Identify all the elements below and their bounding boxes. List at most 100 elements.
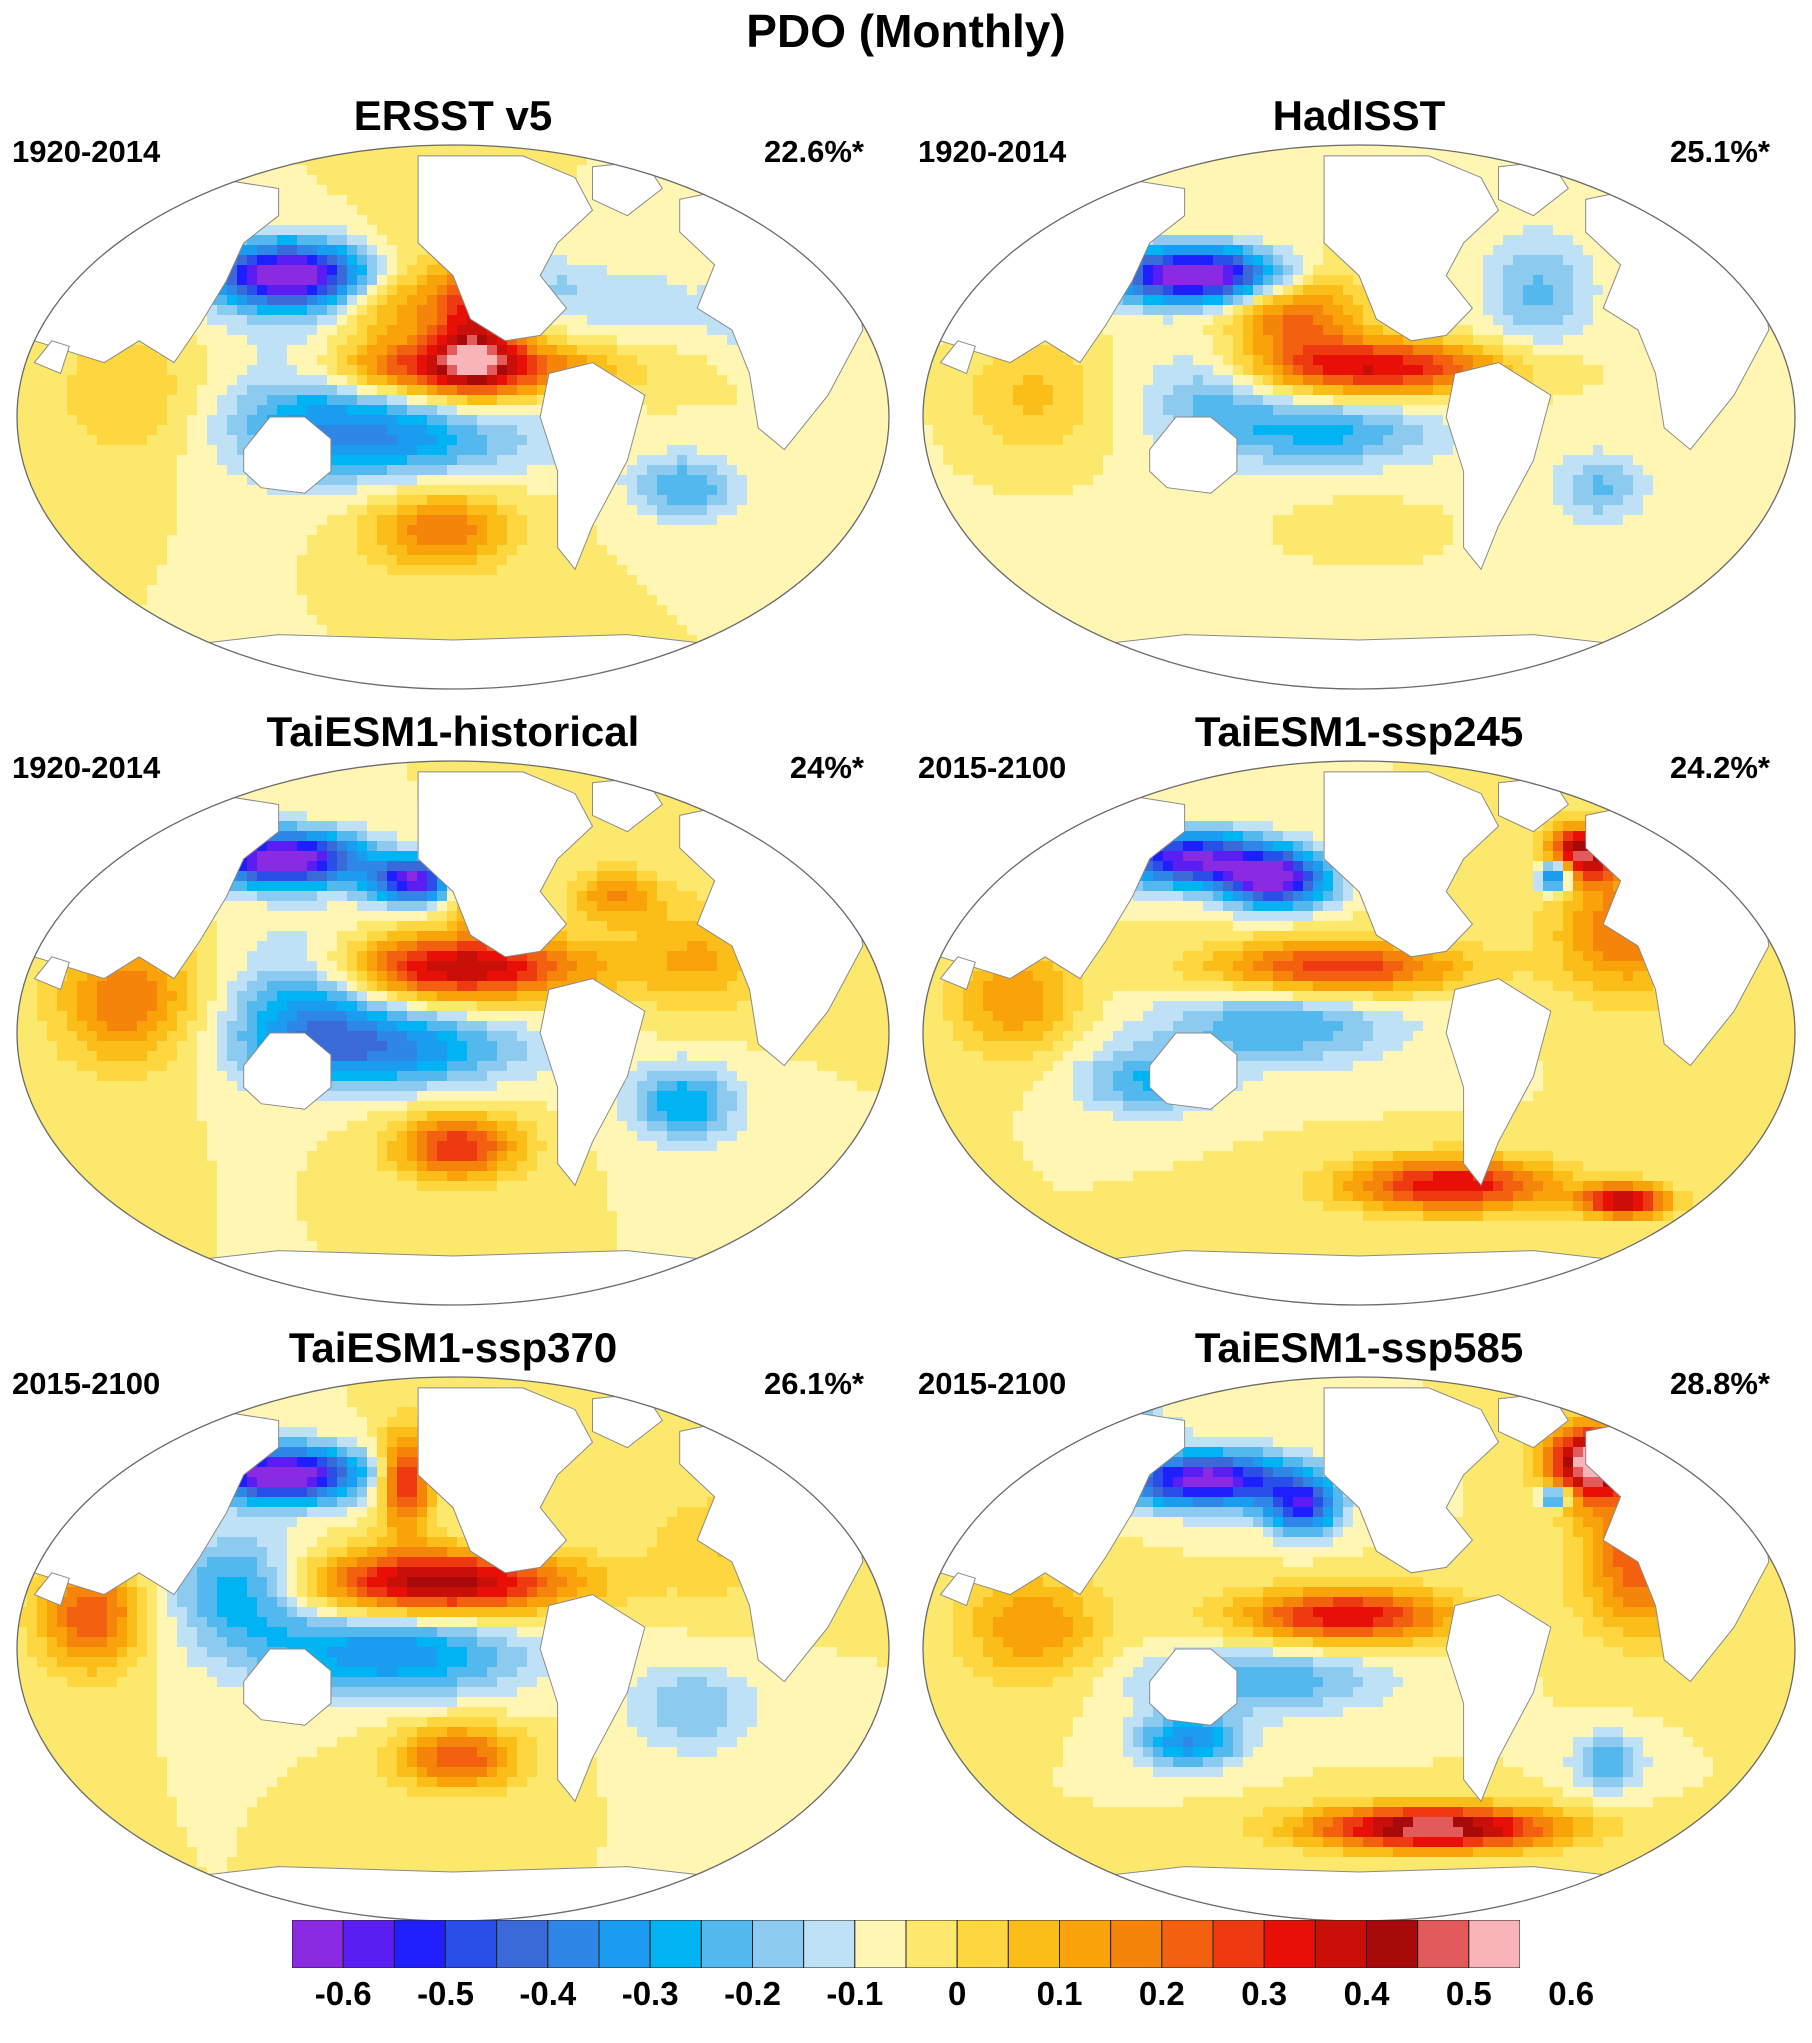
colorbar-tick-label: 0 bbox=[948, 1975, 966, 2013]
period-label: 1920-2014 bbox=[918, 134, 1066, 170]
map-outline bbox=[16, 760, 890, 1306]
colorbar-swatch bbox=[905, 1920, 958, 1968]
panel-title: TaiESM1-historical bbox=[0, 708, 906, 756]
panel-title: TaiESM1-ssp585 bbox=[906, 1324, 1812, 1372]
colorbar-swatch bbox=[956, 1920, 1009, 1968]
colorbar-tick-label: -0.3 bbox=[622, 1975, 679, 2013]
colorbar-tick-label: -0.6 bbox=[315, 1975, 372, 2013]
map-outline bbox=[16, 144, 890, 690]
map-outline bbox=[922, 760, 1796, 1306]
colorbar-swatch bbox=[292, 1920, 344, 1968]
period-label: 2015-2100 bbox=[12, 1366, 160, 1402]
variance-label: 24.2%* bbox=[1670, 750, 1770, 786]
colorbar-swatch bbox=[1212, 1920, 1265, 1968]
variance-label: 25.1%* bbox=[1670, 134, 1770, 170]
colorbar-tick-label: 0.5 bbox=[1446, 1975, 1492, 2013]
australia-land bbox=[1149, 1648, 1238, 1726]
colorbar-tick-label: 0.3 bbox=[1241, 1975, 1287, 2013]
colorbar-tick-label: 0.2 bbox=[1139, 1975, 1185, 2013]
north-america-land bbox=[417, 1387, 594, 1574]
south-america-land bbox=[539, 978, 646, 1187]
panel-taiesm1-ssp370: TaiESM1-ssp370 2015-2100 26.1%* bbox=[0, 1324, 906, 1944]
colorbar-swatch bbox=[1314, 1920, 1367, 1968]
south-america-land bbox=[539, 1594, 646, 1803]
colorbar-swatch bbox=[547, 1920, 600, 1968]
variance-label: 24%* bbox=[790, 750, 864, 786]
panel-taiesm1-ssp245: TaiESM1-ssp245 2015-2100 24.2%* bbox=[906, 708, 1812, 1328]
colorbar-swatch bbox=[598, 1920, 651, 1968]
colorbar-swatch bbox=[803, 1920, 856, 1968]
colorbar-tick-label: -0.5 bbox=[417, 1975, 474, 2013]
colorbar-swatch bbox=[752, 1920, 805, 1968]
variance-label: 28.8%* bbox=[1670, 1366, 1770, 1402]
antarctica-land bbox=[86, 1250, 820, 1305]
colorbar bbox=[292, 1920, 1520, 1968]
australia-land bbox=[1149, 1032, 1238, 1110]
period-label: 1920-2014 bbox=[12, 134, 160, 170]
colorbar-tick-label: 0.4 bbox=[1344, 1975, 1390, 2013]
sst-map bbox=[16, 144, 890, 690]
africa-land bbox=[33, 1572, 70, 1607]
south-america-land bbox=[1445, 1594, 1552, 1803]
colorbar-swatch bbox=[342, 1920, 395, 1968]
colorbar-swatch bbox=[393, 1920, 447, 1968]
australia-land bbox=[243, 416, 332, 494]
africa-land bbox=[939, 340, 976, 375]
colorbar-tick-label: -0.4 bbox=[519, 1975, 576, 2013]
north-america-land bbox=[417, 771, 594, 958]
antarctica-land bbox=[86, 1866, 820, 1921]
north-america-land bbox=[1323, 771, 1500, 958]
colorbar-tick-label: -0.1 bbox=[826, 1975, 883, 2013]
south-america-land bbox=[1445, 978, 1552, 1187]
africa-land bbox=[939, 1572, 976, 1607]
australia-land bbox=[243, 1032, 332, 1110]
colorbar-swatch bbox=[649, 1920, 702, 1968]
south-america-land bbox=[539, 362, 646, 571]
figure-title: PDO (Monthly) bbox=[0, 4, 1812, 58]
antarctica-land bbox=[86, 634, 820, 689]
sst-map bbox=[922, 1376, 1796, 1922]
colorbar-swatch bbox=[1366, 1920, 1419, 1968]
colorbar-swatch bbox=[1263, 1920, 1316, 1968]
antarctica-land bbox=[992, 1866, 1726, 1921]
period-label: 1920-2014 bbox=[12, 750, 160, 786]
panel-taiesm1-ssp585: TaiESM1-ssp585 2015-2100 28.8%* bbox=[906, 1324, 1812, 1944]
colorbar-swatch bbox=[700, 1920, 754, 1968]
colorbar-swatch bbox=[1059, 1920, 1112, 1968]
sst-map bbox=[922, 760, 1796, 1306]
antarctica-land bbox=[992, 634, 1726, 689]
africa-land bbox=[33, 340, 70, 375]
panel-ersst: ERSST v5 1920-2014 22.6%* bbox=[0, 92, 906, 712]
north-america-land bbox=[1323, 1387, 1500, 1574]
colorbar-labels: -0.6 -0.5 -0.4 -0.3 -0.2 -0.1 0 0.1 0.2 0.3 0.4 0.5… bbox=[0, 1975, 1812, 2025]
sst-map bbox=[922, 144, 1796, 690]
colorbar-swatch bbox=[445, 1920, 498, 1968]
variance-label: 22.6%* bbox=[764, 134, 864, 170]
australia-land bbox=[1149, 416, 1238, 494]
north-america-land bbox=[1323, 155, 1500, 342]
africa-land bbox=[33, 956, 70, 991]
colorbar-tick-label: 0.1 bbox=[1037, 1975, 1083, 2013]
colorbar-swatch bbox=[1161, 1920, 1214, 1968]
sst-map bbox=[16, 1376, 890, 1922]
colorbar-swatch bbox=[1468, 1920, 1520, 1968]
panel-title: ERSST v5 bbox=[0, 92, 906, 140]
panel-taiesm1-historical: TaiESM1-historical 1920-2014 24%* bbox=[0, 708, 906, 1328]
colorbar-tick-label: -0.2 bbox=[724, 1975, 781, 2013]
panel-title: HadISST bbox=[906, 92, 1812, 140]
south-america-land bbox=[1445, 362, 1552, 571]
australia-land bbox=[243, 1648, 332, 1726]
panel-hadisst: HadISST 1920-2014 25.1%* bbox=[906, 92, 1812, 712]
colorbar-swatch bbox=[1007, 1920, 1060, 1968]
panel-title: TaiESM1-ssp370 bbox=[0, 1324, 906, 1372]
period-label: 2015-2100 bbox=[918, 750, 1066, 786]
north-america-land bbox=[417, 155, 594, 342]
period-label: 2015-2100 bbox=[918, 1366, 1066, 1402]
colorbar-tick-label: 0.6 bbox=[1548, 1975, 1594, 2013]
colorbar-swatch bbox=[1110, 1920, 1163, 1968]
sst-map bbox=[16, 760, 890, 1306]
variance-label: 26.1%* bbox=[764, 1366, 864, 1402]
colorbar-swatch bbox=[854, 1920, 907, 1968]
colorbar-swatch bbox=[1417, 1920, 1470, 1968]
africa-land bbox=[939, 956, 976, 991]
